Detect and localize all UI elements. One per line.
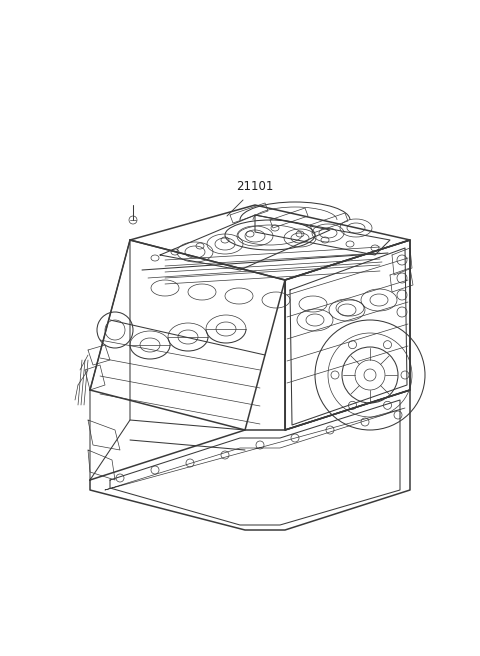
Text: 21101: 21101 [236, 180, 274, 193]
